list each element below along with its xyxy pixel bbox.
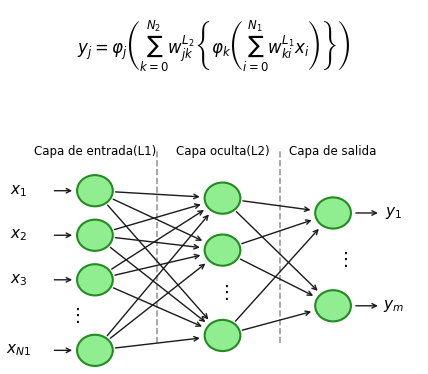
Text: $y_1$: $y_1$	[385, 205, 402, 221]
Text: $x_3$: $x_3$	[10, 272, 27, 288]
Circle shape	[205, 234, 241, 266]
Text: Capa de entrada(L1): Capa de entrada(L1)	[34, 145, 156, 158]
Text: $x_2$: $x_2$	[10, 227, 27, 243]
Text: $\vdots$: $\vdots$	[68, 306, 80, 325]
Circle shape	[77, 335, 113, 366]
Circle shape	[205, 320, 241, 351]
Text: $x_1$: $x_1$	[10, 183, 27, 199]
Text: $\vdots$: $\vdots$	[336, 250, 348, 269]
Text: $x_{N1}$: $x_{N1}$	[6, 343, 31, 358]
Text: Capa oculta(L2): Capa oculta(L2)	[175, 145, 269, 158]
Text: $y_j = \varphi_j\left(\sum_{k=0}^{N_2} w_{jk}^{L_2}\left\{\varphi_k\left(\sum_{i: $y_j = \varphi_j\left(\sum_{k=0}^{N_2} w…	[77, 18, 351, 73]
Circle shape	[315, 197, 351, 229]
Circle shape	[77, 220, 113, 251]
Circle shape	[315, 290, 351, 321]
Circle shape	[77, 264, 113, 295]
Text: $\vdots$: $\vdots$	[217, 283, 229, 302]
Circle shape	[77, 175, 113, 206]
Circle shape	[205, 183, 241, 214]
Text: $y_m$: $y_m$	[383, 298, 404, 314]
Text: Capa de salida: Capa de salida	[289, 145, 377, 158]
